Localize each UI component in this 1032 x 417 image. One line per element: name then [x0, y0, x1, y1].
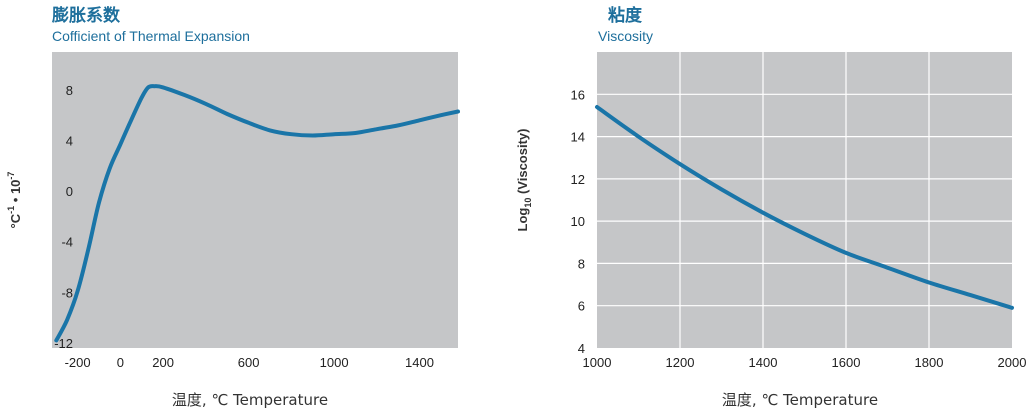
expansion-title: 膨胀系数: [52, 5, 121, 26]
viscosity-x-ticks: 1000 1200 1400 1600 1800 2000: [583, 355, 1027, 370]
expansion-series-line: [54, 84, 460, 343]
expansion-y-axis-label: °C-1 • 10-7: [6, 172, 23, 229]
viscosity-x-tick-label: 1400: [749, 355, 778, 370]
viscosity-y-tick-label: 8: [578, 256, 585, 271]
expansion-x-tick-label: 1400: [405, 355, 434, 370]
expansion-x-axis-label: 温度, ℃ Temperature: [172, 391, 328, 409]
viscosity-x-tick-label: 1000: [583, 355, 612, 370]
expansion-plot-area: [52, 52, 458, 348]
viscosity-y-axis-label: Log10 (Viscosity): [515, 129, 533, 232]
viscosity-subtitle: Viscosity: [598, 28, 653, 44]
viscosity-series-line: [595, 105, 1014, 310]
expansion-x-tick-label: 0: [117, 355, 124, 370]
viscosity-chart: 粘度 Viscosity 4 6 8 10 12 14 16 1000 1200 1400 160…: [515, 5, 1026, 409]
expansion-y-tick-label: -4: [61, 235, 73, 250]
expansion-x-tick-label: 600: [238, 355, 260, 370]
viscosity-x-tick-label: 1600: [832, 355, 861, 370]
viscosity-x-axis-label: 温度, ℃ Temperature: [722, 391, 878, 409]
expansion-x-ticks: -200 0 200 600 1000 1400: [65, 355, 434, 370]
expansion-chart: 膨胀系数 Cofficient of Thermal Expansion 8 4 0…: [6, 5, 460, 409]
expansion-y-tick-label: -8: [61, 285, 73, 300]
expansion-x-tick-label: 1000: [320, 355, 349, 370]
viscosity-x-tick-label: 1800: [915, 355, 944, 370]
expansion-subtitle: Cofficient of Thermal Expansion: [52, 28, 250, 44]
expansion-y-tick-label: 8: [66, 83, 73, 98]
viscosity-plot-area: [597, 52, 1012, 348]
viscosity-y-tick-label: 14: [571, 130, 585, 145]
expansion-x-tick-label: 200: [152, 355, 174, 370]
viscosity-y-tick-label: 4: [578, 341, 585, 356]
expansion-x-tick-label: -200: [65, 355, 91, 370]
viscosity-y-tick-label: 16: [571, 87, 585, 102]
expansion-y-tick-label: 4: [66, 134, 73, 149]
viscosity-y-tick-label: 6: [578, 299, 585, 314]
viscosity-y-tick-label: 12: [571, 172, 585, 187]
viscosity-grid: [597, 52, 1012, 348]
expansion-y-tick-label: 0: [66, 184, 73, 199]
viscosity-x-tick-label: 2000: [998, 355, 1027, 370]
viscosity-y-ticks: 4 6 8 10 12 14 16: [571, 87, 585, 356]
viscosity-y-tick-label: 10: [571, 214, 585, 229]
viscosity-title: 粘度: [608, 5, 643, 26]
viscosity-x-tick-label: 1200: [666, 355, 695, 370]
